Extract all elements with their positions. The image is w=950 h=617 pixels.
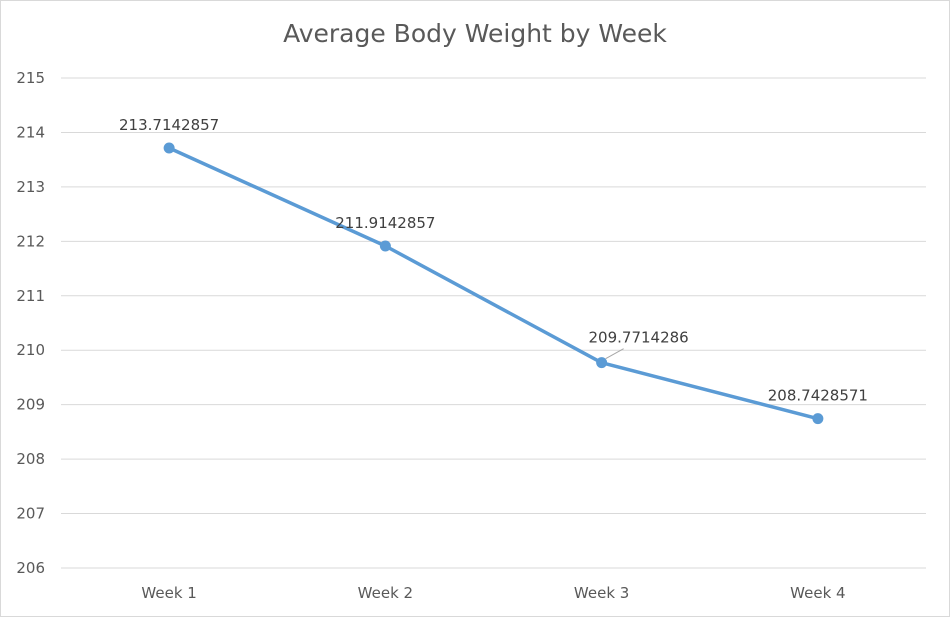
y-tick-label: 208 xyxy=(16,450,45,468)
data-point xyxy=(596,357,608,369)
y-tick-label: 214 xyxy=(16,123,45,141)
y-tick-label: 210 xyxy=(16,341,45,359)
data-label: 209.7714286 xyxy=(589,329,689,347)
data-label: 213.7142857 xyxy=(119,116,219,134)
x-tick-label: Week 2 xyxy=(358,584,413,602)
data-point xyxy=(163,142,175,154)
data-label-leader xyxy=(605,348,624,360)
y-tick-label: 206 xyxy=(16,559,45,577)
y-tick-label: 207 xyxy=(16,505,45,523)
x-tick-label: Week 3 xyxy=(574,584,629,602)
y-tick-label: 212 xyxy=(16,232,45,250)
data-point xyxy=(379,240,391,252)
x-tick-label: Week 1 xyxy=(141,584,196,602)
series-line xyxy=(167,146,820,421)
data-label: 211.9142857 xyxy=(335,214,435,232)
data-label: 208.7428571 xyxy=(768,387,868,405)
chart-title: Average Body Weight by Week xyxy=(283,19,667,48)
y-tick-label: 211 xyxy=(16,287,45,305)
y-tick-label: 209 xyxy=(16,396,45,414)
data-point xyxy=(812,413,824,425)
y-tick-label: 213 xyxy=(16,178,45,196)
x-tick-label: Week 4 xyxy=(790,584,845,602)
y-tick-label: 215 xyxy=(16,69,45,87)
